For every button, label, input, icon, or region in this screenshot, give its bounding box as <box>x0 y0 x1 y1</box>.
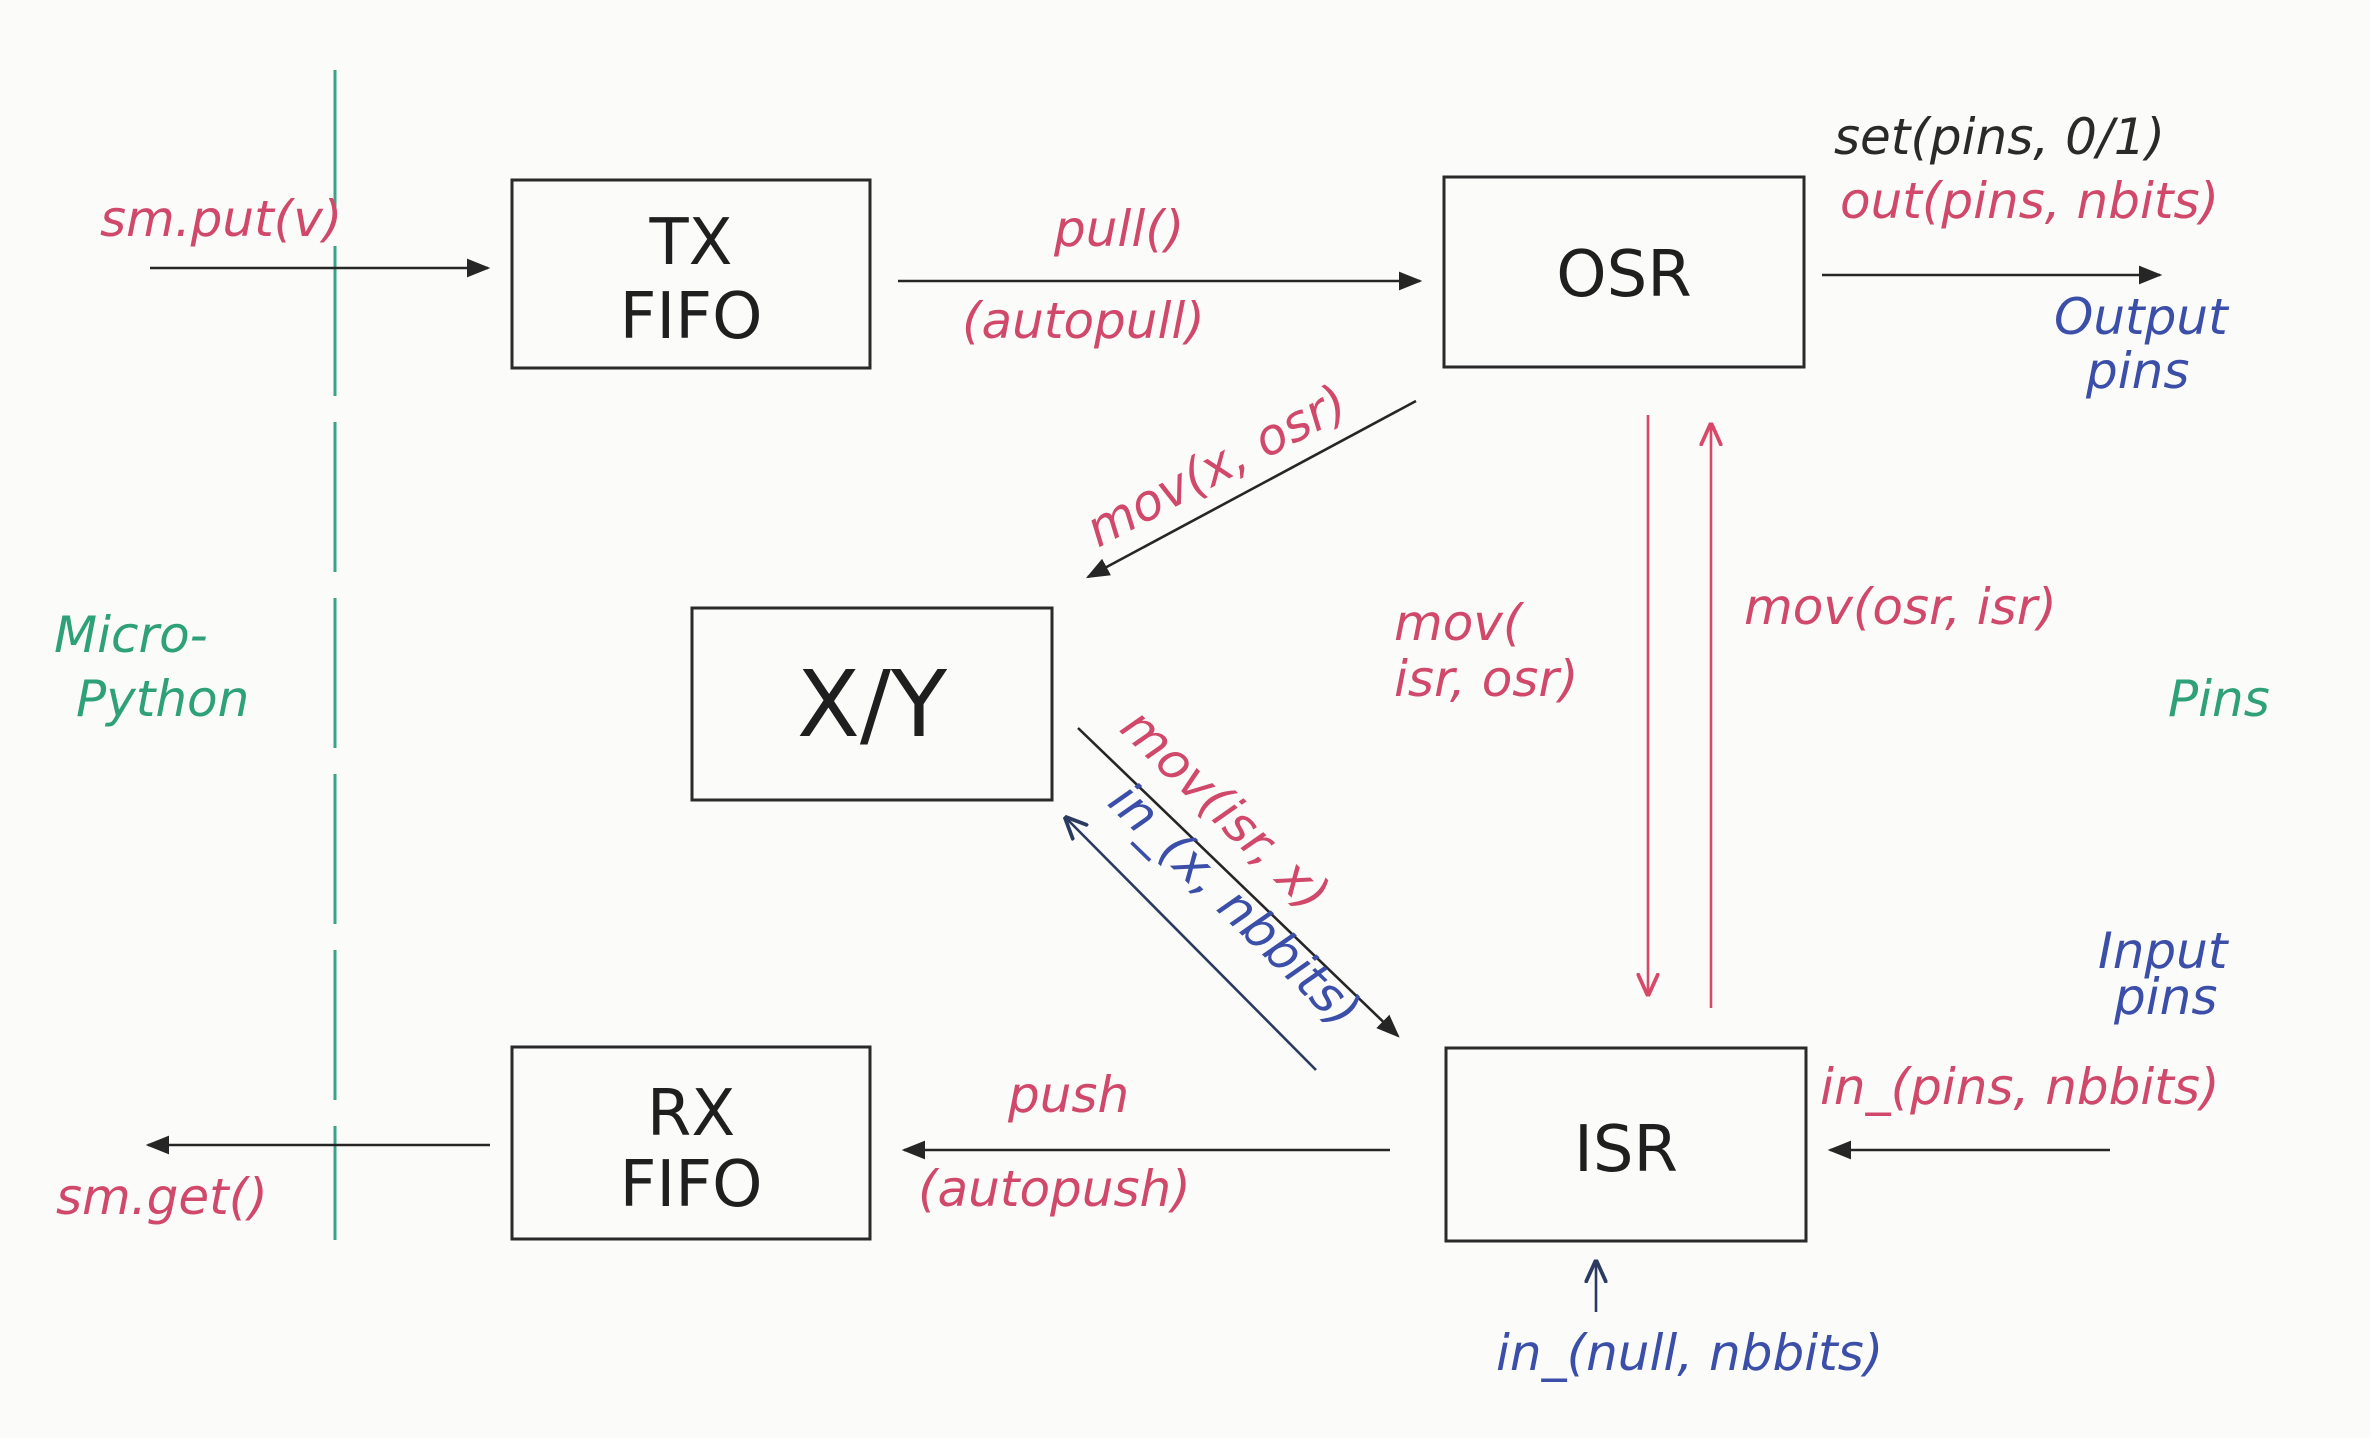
pins-region-label: Pins <box>2168 670 2270 728</box>
mov-x-osr-arrow <box>1085 399 1417 579</box>
mov-isr-osr-label-line1: mov( <box>1394 594 1525 652</box>
osr-block: OSR <box>1442 175 1806 369</box>
output-pins-label-line2: pins <box>2085 342 2189 400</box>
tx-fifo-label-line1: TX <box>649 206 733 280</box>
isr-to-xy-arrow <box>1066 818 1317 1071</box>
mov-isr-osr-label-line2: isr, osr) <box>1394 650 1578 708</box>
set-pins-label: set(pins, 0/1) <box>1834 108 2165 166</box>
mov-x-osr-label: mov(x, osr) <box>1076 373 1356 559</box>
autopull-label: (autopull) <box>962 292 1205 350</box>
in-null-nbits-label: in_(null, nbbits) <box>1496 1324 1883 1382</box>
sm-put-label: sm.put(v) <box>100 190 342 248</box>
tx-fifo-label-line2: FIFO <box>620 280 763 354</box>
input-pins-label-line2: pins <box>2113 968 2217 1026</box>
micropython-label-line2: Python <box>76 670 249 728</box>
in-pins-nbits-label: in_(pins, nbbits) <box>1820 1058 2219 1116</box>
isr-label: ISR <box>1574 1113 1678 1187</box>
output-pins-label-line1: Output <box>2054 288 2230 346</box>
micropython-label-line1: Micro- <box>54 606 208 664</box>
rx-fifo-block: RX FIFO <box>510 1045 872 1241</box>
push-label: push <box>1007 1066 1129 1124</box>
isr-block: ISR <box>1444 1046 1808 1243</box>
xy-block: X/Y <box>690 606 1054 802</box>
out-pins-label: out(pins, nbits) <box>1840 172 2219 230</box>
xy-to-isr-arrow <box>1077 727 1400 1038</box>
mov-osr-isr-label: mov(osr, isr) <box>1744 578 2057 636</box>
tx-fifo-block: TX FIFO <box>510 178 872 370</box>
rx-fifo-label-line1: RX <box>647 1077 735 1151</box>
xy-label: X/Y <box>797 651 948 758</box>
osr-label: OSR <box>1556 238 1691 312</box>
input-pins-label-line1: Input <box>2098 922 2230 980</box>
pull-label: pull() <box>1053 200 1184 258</box>
rx-fifo-label-line2: FIFO <box>620 1148 763 1222</box>
sm-get-label: sm.get() <box>56 1168 268 1226</box>
autopush-label: (autopush) <box>918 1160 1191 1218</box>
